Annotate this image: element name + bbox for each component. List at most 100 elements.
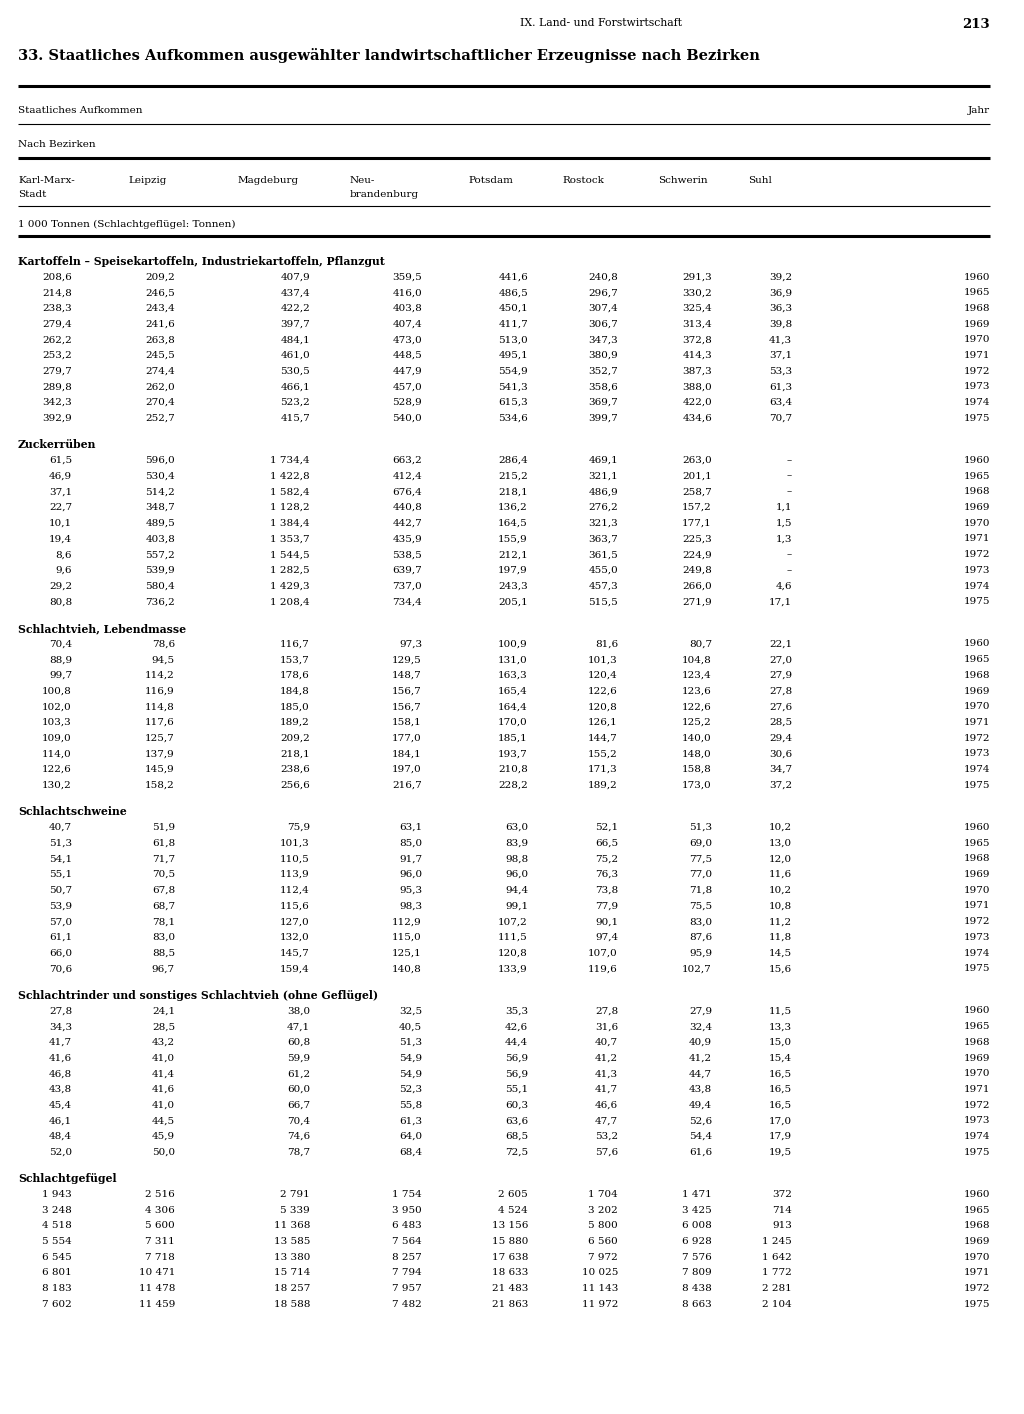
Text: 8,6: 8,6	[55, 550, 72, 559]
Text: 1969: 1969	[964, 870, 990, 880]
Text: 6 545: 6 545	[42, 1253, 72, 1261]
Text: Magdeburg: Magdeburg	[238, 175, 299, 185]
Text: 1 245: 1 245	[762, 1237, 792, 1246]
Text: 76,3: 76,3	[595, 870, 618, 880]
Text: 164,4: 164,4	[499, 703, 528, 711]
Text: 450,1: 450,1	[499, 304, 528, 312]
Text: 125,2: 125,2	[682, 718, 712, 727]
Text: 11,6: 11,6	[769, 870, 792, 880]
Text: 53,9: 53,9	[49, 902, 72, 911]
Text: 238,3: 238,3	[42, 304, 72, 312]
Text: 1968: 1968	[964, 670, 990, 680]
Text: 42,6: 42,6	[505, 1022, 528, 1031]
Text: 414,3: 414,3	[682, 351, 712, 361]
Text: 71,7: 71,7	[152, 854, 175, 864]
Text: 736,2: 736,2	[145, 597, 175, 607]
Text: 29,2: 29,2	[49, 581, 72, 591]
Text: 1969: 1969	[964, 687, 990, 696]
Text: 46,6: 46,6	[595, 1100, 618, 1110]
Text: 262,2: 262,2	[42, 335, 72, 344]
Text: 210,8: 210,8	[499, 765, 528, 773]
Text: 158,1: 158,1	[392, 718, 422, 727]
Text: 73,8: 73,8	[595, 885, 618, 895]
Text: 440,8: 440,8	[392, 503, 422, 512]
Text: 209,2: 209,2	[145, 273, 175, 281]
Text: 69,0: 69,0	[689, 839, 712, 848]
Text: 83,9: 83,9	[505, 839, 528, 848]
Text: 523,2: 523,2	[281, 399, 310, 407]
Text: 11 478: 11 478	[138, 1284, 175, 1294]
Text: 52,3: 52,3	[399, 1085, 422, 1094]
Text: 15 880: 15 880	[492, 1237, 528, 1246]
Text: 115,6: 115,6	[281, 902, 310, 911]
Text: 321,1: 321,1	[588, 472, 618, 481]
Text: 8 438: 8 438	[682, 1284, 712, 1294]
Text: 113,9: 113,9	[281, 870, 310, 880]
Text: 83,0: 83,0	[689, 918, 712, 926]
Text: 61,3: 61,3	[769, 382, 792, 392]
Text: 17,9: 17,9	[769, 1133, 792, 1141]
Text: 407,4: 407,4	[392, 320, 422, 328]
Text: 213: 213	[963, 18, 990, 31]
Text: 61,8: 61,8	[152, 839, 175, 848]
Text: 1960: 1960	[964, 455, 990, 465]
Text: 388,0: 388,0	[682, 382, 712, 392]
Text: 1968: 1968	[964, 854, 990, 864]
Text: 47,1: 47,1	[287, 1022, 310, 1031]
Text: 7 564: 7 564	[392, 1237, 422, 1246]
Text: 1975: 1975	[964, 414, 990, 423]
Text: 466,1: 466,1	[281, 382, 310, 392]
Text: 94,5: 94,5	[152, 655, 175, 665]
Text: 241,6: 241,6	[145, 320, 175, 328]
Text: 1973: 1973	[964, 382, 990, 392]
Text: 101,3: 101,3	[281, 839, 310, 848]
Text: 52,0: 52,0	[49, 1148, 72, 1157]
Text: 144,7: 144,7	[588, 734, 618, 742]
Text: IX. Land- und Forstwirtschaft: IX. Land- und Forstwirtschaft	[520, 18, 682, 28]
Text: 1 544,5: 1 544,5	[270, 550, 310, 559]
Text: 266,0: 266,0	[682, 581, 712, 591]
Text: 41,2: 41,2	[689, 1053, 712, 1062]
Text: 1969: 1969	[964, 1237, 990, 1246]
Text: 639,7: 639,7	[392, 566, 422, 575]
Text: 1969: 1969	[964, 320, 990, 328]
Text: 1 282,5: 1 282,5	[270, 566, 310, 575]
Text: 75,9: 75,9	[287, 823, 310, 831]
Text: 64,0: 64,0	[399, 1133, 422, 1141]
Text: 70,7: 70,7	[769, 414, 792, 423]
Text: 46,9: 46,9	[49, 472, 72, 481]
Text: 434,6: 434,6	[682, 414, 712, 423]
Text: 528,9: 528,9	[392, 399, 422, 407]
Text: 1 772: 1 772	[762, 1268, 792, 1277]
Text: 41,0: 41,0	[152, 1100, 175, 1110]
Text: 77,0: 77,0	[689, 870, 712, 880]
Text: 1965: 1965	[964, 839, 990, 848]
Text: 27,9: 27,9	[689, 1007, 712, 1015]
Text: 1965: 1965	[964, 655, 990, 665]
Text: 185,1: 185,1	[499, 734, 528, 742]
Text: 4,6: 4,6	[775, 581, 792, 591]
Text: 258,7: 258,7	[682, 488, 712, 496]
Text: 276,2: 276,2	[588, 503, 618, 512]
Text: 40,5: 40,5	[399, 1022, 422, 1031]
Text: 75,2: 75,2	[595, 854, 618, 864]
Text: 676,4: 676,4	[392, 488, 422, 496]
Text: –: –	[786, 472, 792, 481]
Text: 442,7: 442,7	[392, 519, 422, 527]
Text: 8 663: 8 663	[682, 1299, 712, 1309]
Text: 61,3: 61,3	[399, 1117, 422, 1126]
Text: 114,2: 114,2	[145, 670, 175, 680]
Text: 88,5: 88,5	[152, 949, 175, 957]
Text: 116,9: 116,9	[145, 687, 175, 696]
Text: 114,8: 114,8	[145, 703, 175, 711]
Text: 387,3: 387,3	[682, 366, 712, 376]
Text: 50,0: 50,0	[152, 1148, 175, 1157]
Text: 372,8: 372,8	[682, 335, 712, 344]
Text: 515,5: 515,5	[588, 597, 618, 607]
Text: 130,2: 130,2	[42, 781, 72, 790]
Text: 145,9: 145,9	[145, 765, 175, 773]
Text: 1 582,4: 1 582,4	[270, 488, 310, 496]
Text: Suhl: Suhl	[748, 175, 772, 185]
Text: 539,9: 539,9	[145, 566, 175, 575]
Text: 10,1: 10,1	[49, 519, 72, 527]
